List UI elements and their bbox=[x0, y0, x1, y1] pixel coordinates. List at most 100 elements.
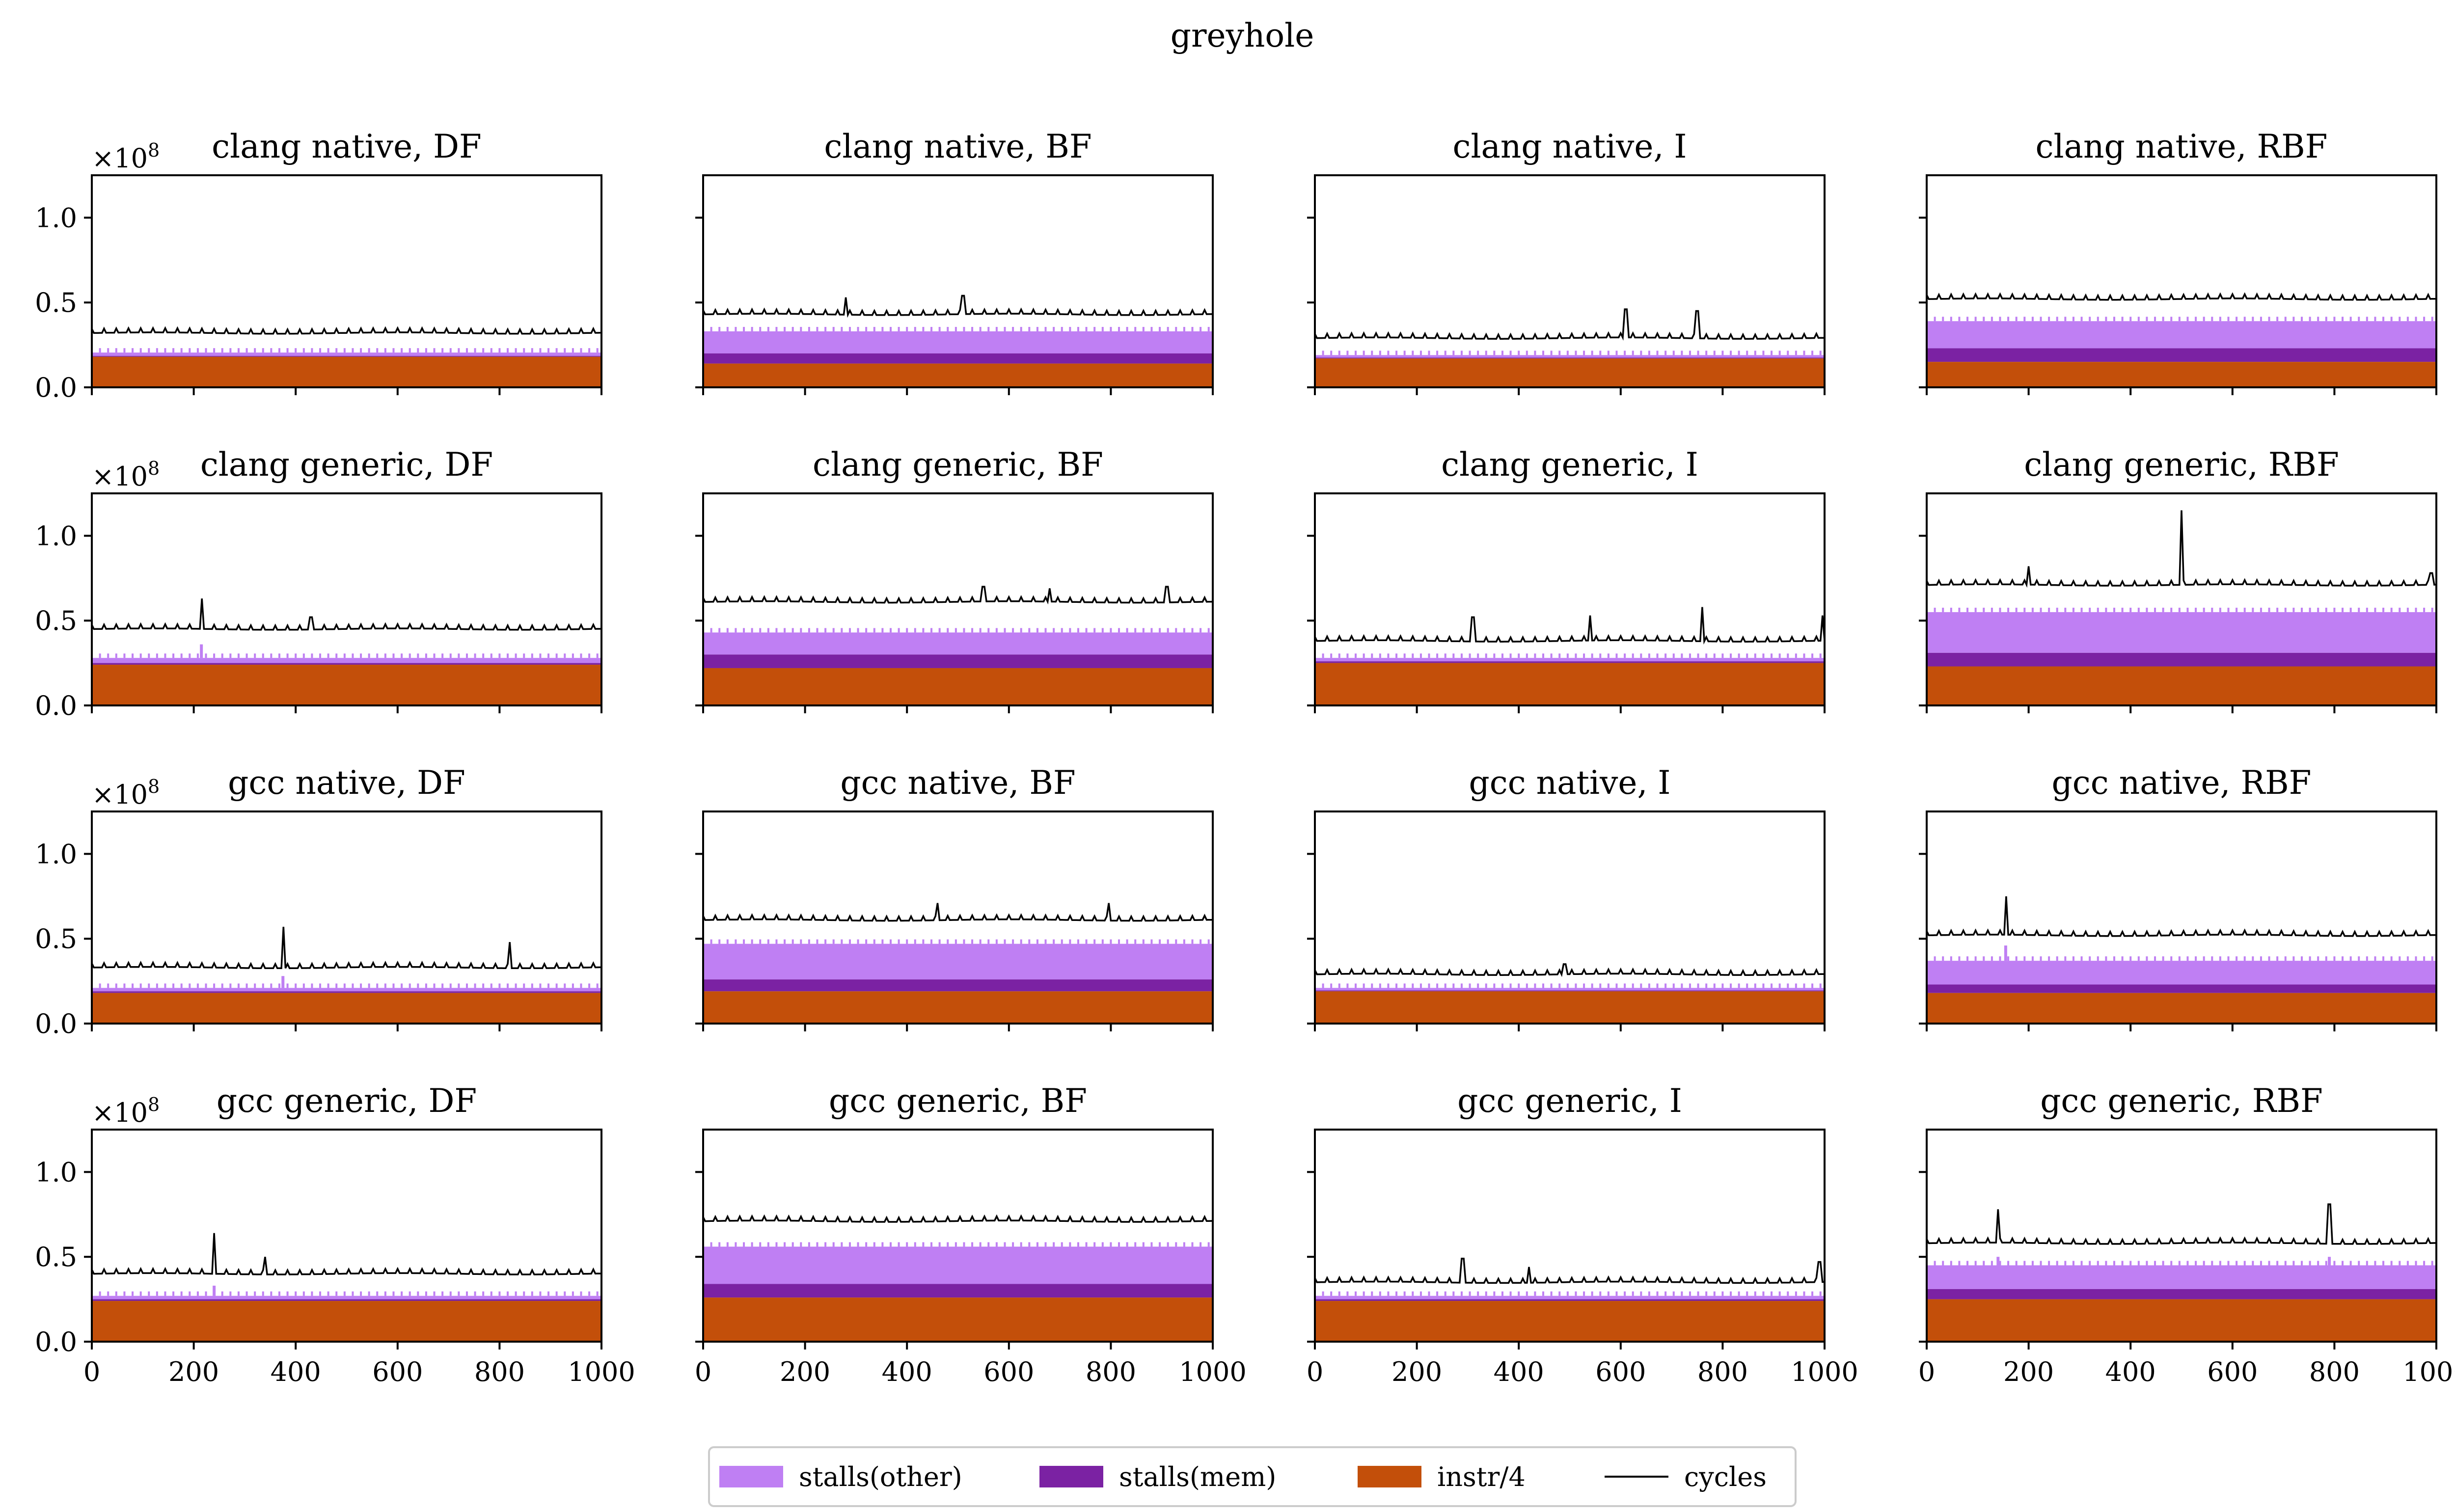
subplot-title: clang generic, DF bbox=[200, 446, 493, 484]
instr-area bbox=[92, 356, 601, 387]
legend-swatch bbox=[1039, 1466, 1103, 1487]
instr-area bbox=[1315, 991, 1825, 1024]
instr-area bbox=[1315, 358, 1825, 387]
x-tick-label: 1000 bbox=[568, 1356, 635, 1387]
y-scale-exponent: 8 bbox=[148, 776, 160, 797]
legend-swatch bbox=[1358, 1466, 1421, 1487]
cycles-line bbox=[1926, 510, 2437, 588]
subplot-7: clang generic, I bbox=[1307, 446, 1826, 713]
x-tick-label: 600 bbox=[983, 1356, 1034, 1387]
y-tick-label: 1.0 bbox=[35, 1157, 77, 1188]
x-tick-label: 400 bbox=[882, 1356, 932, 1387]
y-scale-label: ×108 bbox=[92, 776, 160, 810]
x-tick-label: 1000 bbox=[1179, 1356, 1246, 1387]
legend-label: stalls(mem) bbox=[1119, 1461, 1276, 1492]
axes-frame bbox=[1926, 174, 2437, 388]
stalls-mem-area bbox=[1927, 348, 2436, 362]
y-scale-exponent: 8 bbox=[148, 1094, 160, 1115]
legend-frame bbox=[708, 1446, 1797, 1507]
y-tick-label: 0.0 bbox=[35, 1008, 77, 1039]
cycles-line bbox=[91, 1233, 601, 1275]
y-tick-label: 1.0 bbox=[35, 520, 77, 551]
x-tick-label: 1000 bbox=[2402, 1356, 2455, 1387]
instr-area bbox=[1315, 1301, 1825, 1342]
x-tick-label: 400 bbox=[271, 1356, 321, 1387]
cycles-line bbox=[91, 598, 602, 631]
subplot-3: clang native, I bbox=[1307, 128, 1826, 395]
stalls-mem-area bbox=[92, 991, 601, 993]
stalls-mem-area bbox=[1315, 1299, 1825, 1301]
stalls-mem-area bbox=[1927, 984, 2436, 993]
axes-frame bbox=[702, 1129, 1214, 1343]
stalls-mem-area bbox=[1927, 1289, 2436, 1299]
subplot-8: clang generic, RBF bbox=[1919, 446, 2437, 713]
x-tick-label: 0 bbox=[695, 1356, 711, 1387]
subplot-4: clang native, RBF bbox=[1919, 128, 2437, 395]
legend-label: cycles bbox=[1684, 1461, 1767, 1492]
x-tick-label: 800 bbox=[474, 1356, 525, 1387]
cycles-line bbox=[702, 1214, 1213, 1223]
axes-frame bbox=[1926, 492, 2437, 706]
cycles-line bbox=[702, 295, 1213, 318]
stalls-other-area bbox=[1315, 658, 1825, 662]
y-scale-label: ×108 bbox=[92, 458, 160, 492]
subplot-14: gcc generic, BF 0 200 400 600 800 1000 bbox=[695, 1082, 1247, 1387]
subplot-title: gcc generic, BF bbox=[829, 1082, 1087, 1120]
y-tick-label: 0.5 bbox=[35, 1242, 77, 1272]
x-tick-label: 1000 bbox=[1791, 1356, 1858, 1387]
stalls-other-area bbox=[1927, 321, 2436, 349]
axes-frame bbox=[1314, 810, 1826, 1025]
x-tick-label: 200 bbox=[168, 1356, 219, 1387]
stalls-other-area bbox=[92, 352, 601, 356]
instr-area bbox=[92, 665, 601, 705]
x-tick-label: 400 bbox=[2105, 1356, 2156, 1387]
x-tick-label: 200 bbox=[1391, 1356, 1442, 1387]
axes-frame bbox=[91, 174, 602, 388]
figure-title: greyhole bbox=[1171, 17, 1314, 54]
y-scale-exponent: 8 bbox=[148, 139, 160, 161]
stalls-mem-area bbox=[92, 663, 601, 665]
legend-label: instr/4 bbox=[1437, 1461, 1526, 1492]
instr-area bbox=[1927, 362, 2436, 387]
x-tick-label: 200 bbox=[2003, 1356, 2054, 1387]
subplot-title: clang generic, RBF bbox=[2024, 446, 2339, 484]
y-tick-label: 1.0 bbox=[35, 838, 77, 869]
subplot-title: gcc native, DF bbox=[228, 764, 465, 802]
stalls-mem-area bbox=[1927, 652, 2436, 667]
cycles-line bbox=[1926, 292, 2437, 301]
subplot-10: gcc native, BF bbox=[695, 764, 1214, 1031]
subplot-1: clang native, DF 0.0 0.5 1.0 ×108 bbox=[35, 128, 602, 403]
instr-area bbox=[703, 668, 1213, 705]
y-scale-exponent: 8 bbox=[148, 458, 160, 479]
stalls-other-area bbox=[92, 658, 601, 663]
instr-area bbox=[1927, 666, 2436, 705]
subplot-title: clang native, DF bbox=[212, 128, 482, 165]
legend: stalls(other) stalls(mem) instr/4 cycles bbox=[708, 1446, 1797, 1507]
x-tick-label: 800 bbox=[2309, 1356, 2360, 1387]
cycles-line bbox=[702, 586, 1213, 605]
subplot-grid: clang native, DF0.00.51.0×108 clang nativ… bbox=[35, 128, 2455, 1387]
stalls-mem-area bbox=[703, 654, 1213, 668]
stalls-other-area bbox=[92, 988, 601, 992]
stalls-mem-area bbox=[1315, 990, 1825, 992]
instr-area bbox=[1315, 663, 1825, 705]
stalls-mem-area bbox=[703, 979, 1213, 992]
instr-area bbox=[92, 1301, 601, 1342]
instr-area bbox=[703, 363, 1213, 387]
cycles-line bbox=[1314, 963, 1825, 977]
x-tick-label: 800 bbox=[1086, 1356, 1136, 1387]
subplot-title: clang generic, I bbox=[1441, 446, 1698, 484]
cycles-line bbox=[702, 903, 1213, 922]
x-tick-label: 0 bbox=[1918, 1356, 1935, 1387]
stalls-mem-area bbox=[1315, 661, 1825, 663]
stalls-other-area bbox=[92, 1296, 601, 1299]
y-scale-base: ×10 bbox=[92, 461, 148, 492]
axes-frame bbox=[91, 1129, 602, 1343]
cycles-line bbox=[1314, 308, 1825, 341]
subplot-5: clang generic, DF 0.0 0.5 1.0 ×108 bbox=[35, 446, 602, 721]
instr-area bbox=[703, 1297, 1213, 1342]
subplot-6: clang generic, BF bbox=[695, 446, 1214, 713]
y-tick-label: 0.0 bbox=[35, 690, 77, 721]
